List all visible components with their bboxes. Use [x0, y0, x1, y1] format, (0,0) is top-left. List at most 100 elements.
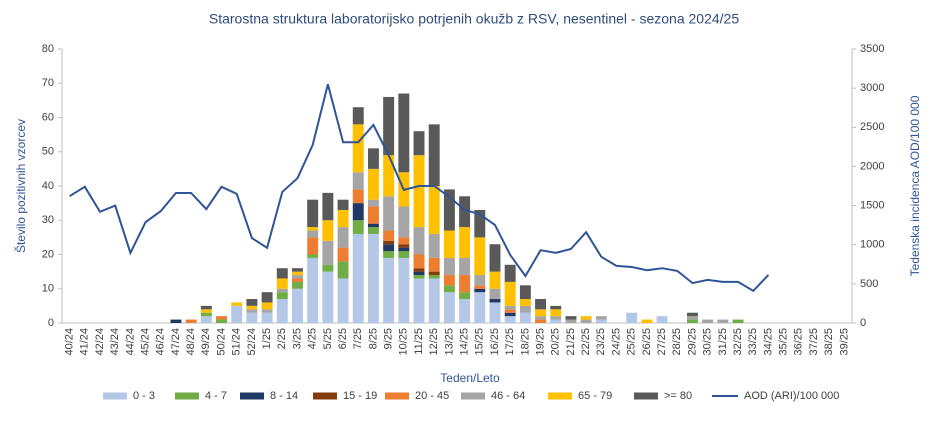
bar-segment: [504, 309, 516, 313]
bar-segment: [443, 257, 455, 276]
bar-segment: [322, 264, 334, 272]
bar-segment: [489, 302, 501, 323]
y2-tick-label: 3000: [860, 82, 884, 94]
x-tick-label: 3/25: [291, 328, 303, 349]
x-tick-label: 17/25: [504, 328, 516, 356]
legend-label: 46 - 64: [491, 390, 525, 402]
bar-segment: [428, 124, 440, 186]
bar-segment: [443, 285, 455, 293]
bar-segment: [550, 319, 562, 323]
y2-tick-label: 500: [860, 278, 878, 290]
bar-segment: [292, 288, 303, 323]
bar-segment: [200, 312, 212, 317]
bar-segment: [231, 305, 243, 323]
x-tick-label: 35/25: [778, 328, 790, 356]
x-tick-label: 25/25: [626, 328, 638, 356]
bar-segment: [565, 316, 577, 320]
y-tick-label: 40: [42, 180, 54, 192]
bar-segment: [383, 96, 395, 156]
x-tick-label: 33/25: [747, 328, 759, 356]
bar-segment: [489, 271, 501, 289]
bar-segment: [535, 319, 547, 323]
x-tick-label: 23/25: [595, 328, 607, 356]
bar-segment: [352, 220, 364, 234]
legend-swatch: [313, 392, 337, 400]
bar-segment: [550, 309, 562, 317]
bar-segment: [398, 206, 410, 238]
x-tick-label: 10/25: [398, 328, 410, 356]
bar-segment: [459, 292, 471, 300]
bar-segment: [276, 288, 288, 293]
bar-segment: [565, 319, 577, 323]
bar-segment: [687, 312, 698, 317]
bar-segment: [292, 271, 303, 276]
y-tick-label: 80: [42, 43, 54, 55]
bar-segment: [352, 124, 364, 173]
bar-segment: [292, 278, 303, 282]
bar-segment: [367, 206, 379, 224]
x-tick-label: 22/25: [580, 328, 592, 356]
legend-swatch: [548, 392, 572, 400]
y-tick-label: 50: [42, 146, 54, 158]
x-tick-label: 11/25: [413, 328, 425, 355]
bar-segment: [398, 247, 410, 252]
legend-label: 4 - 7: [205, 390, 227, 402]
x-tick-label: 47/24: [170, 328, 182, 356]
x-tick-label: 4/25: [307, 328, 319, 349]
x-axis-title: Teden/Leto: [440, 371, 500, 385]
y-tick-label: 70: [42, 77, 54, 89]
x-tick-label: 7/25: [352, 328, 364, 349]
bar-segment: [428, 186, 440, 234]
line-series: [69, 83, 770, 293]
bar-segment: [717, 319, 729, 323]
x-tick-label: 27/25: [656, 328, 668, 356]
bar-segment: [443, 275, 455, 286]
x-tick-label: 49/24: [200, 328, 212, 356]
y2-tick-label: 1500: [860, 199, 884, 211]
x-tick-label: 26/25: [641, 328, 653, 356]
bar-segment: [443, 292, 455, 323]
bar-segment: [413, 268, 425, 272]
bar-segment: [550, 316, 562, 320]
x-tick-label: 45/24: [139, 328, 151, 356]
legend-label: 65 - 79: [578, 390, 612, 402]
bar-segment: [276, 299, 288, 323]
bar-segment: [489, 244, 501, 272]
bar-segment: [459, 299, 471, 323]
x-tick-label: 38/25: [823, 328, 835, 356]
x-tick-label: 16/25: [489, 328, 501, 356]
x-tick-label: 28/25: [671, 328, 683, 356]
bar-segment: [459, 257, 471, 276]
x-tick-label: 6/25: [337, 328, 349, 349]
bar-segment: [337, 261, 349, 279]
bar-segment: [322, 271, 334, 323]
legend-label: 0 - 3: [133, 390, 155, 402]
bar-segment: [383, 230, 395, 241]
x-tick-label: 20/25: [550, 328, 562, 356]
legend-label: 15 - 19: [343, 390, 377, 402]
bar-segment: [352, 189, 364, 204]
x-tick-label: 1/25: [261, 328, 273, 349]
bar-segment: [519, 285, 531, 300]
x-tick-label: 50/24: [215, 328, 227, 356]
x-tick-label: 48/24: [185, 328, 197, 356]
bar-segment: [413, 131, 425, 156]
bar-segment: [307, 254, 319, 258]
bar-segment: [322, 220, 334, 241]
bar-segment: [489, 299, 501, 303]
bar-segment: [474, 275, 486, 286]
x-tick-label: 30/25: [702, 328, 714, 356]
x-tick-label: 34/25: [762, 328, 774, 356]
bar-segment: [413, 155, 425, 228]
bar-segment: [276, 278, 288, 289]
bar-segment: [383, 196, 395, 231]
bar-segment: [352, 233, 364, 323]
bar-segment: [413, 254, 425, 269]
bar-segment: [413, 227, 425, 255]
y2-tick-label: 2500: [860, 121, 884, 133]
bar-segment: [383, 155, 395, 197]
bar-segment: [550, 305, 562, 310]
bar-segment: [352, 107, 364, 125]
bar-segment: [307, 237, 319, 255]
